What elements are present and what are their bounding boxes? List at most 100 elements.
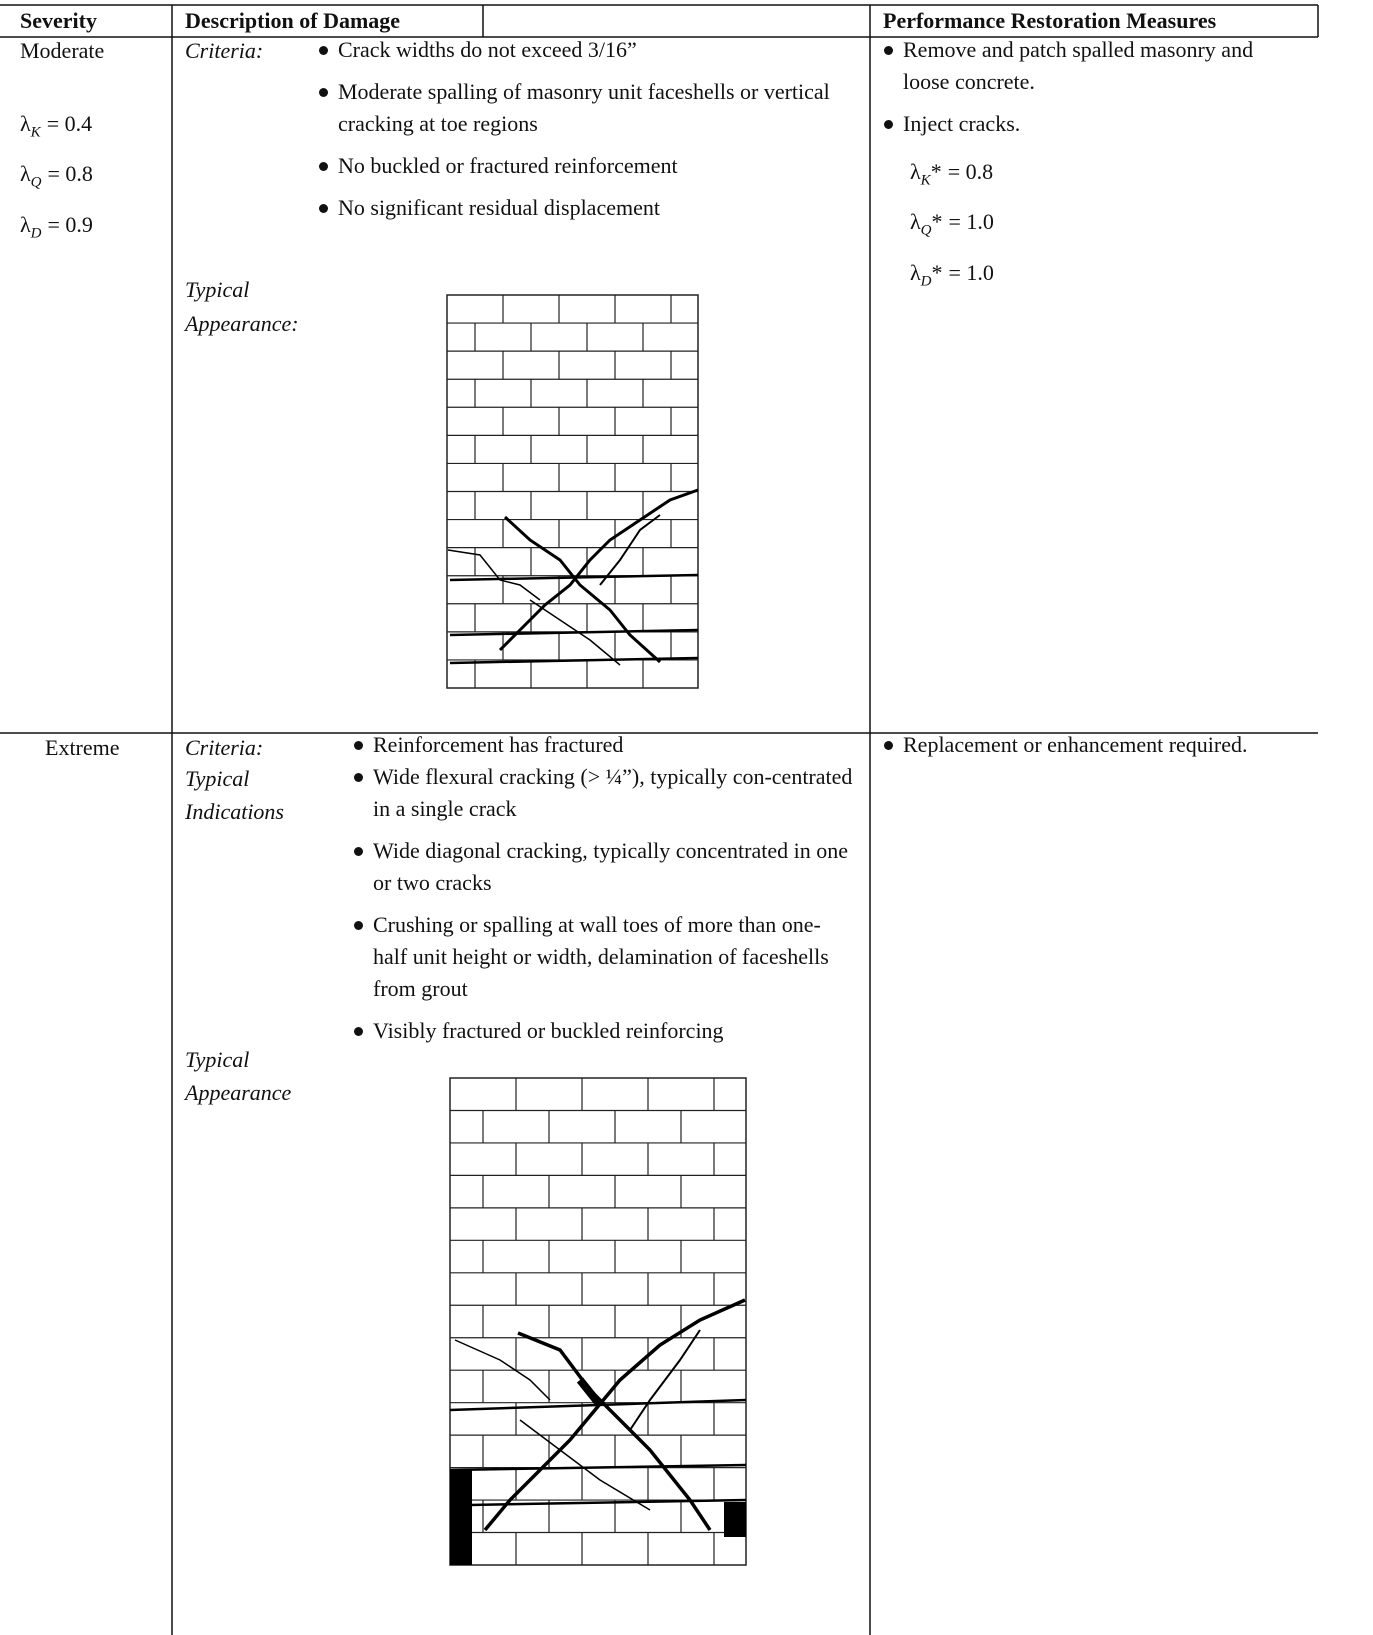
factor-value: = 0.8	[47, 161, 93, 187]
header-measures: Performance Restoration Measures	[883, 8, 1217, 33]
item-text: No buckled or fractured reinforcement	[338, 153, 678, 178]
factor-star: *	[930, 159, 942, 184]
factor-symbol: λ	[910, 209, 921, 235]
factor-value: = 1.0	[948, 259, 994, 285]
crack	[449, 1398, 747, 1412]
factor-subscript: Q	[920, 222, 932, 239]
crack	[449, 573, 699, 582]
list-item: Crushing or spalling at wall toes of mor…	[353, 909, 853, 1005]
crack	[599, 514, 661, 586]
factor: λD* = 1.0	[910, 252, 994, 302]
crack	[449, 628, 699, 637]
factor: λK = 0.4	[20, 103, 93, 153]
factor-symbol: λ	[20, 211, 31, 237]
factor-subscript: D	[30, 225, 42, 242]
factor-subscript: K	[30, 124, 41, 141]
factor-symbol: λ	[910, 159, 921, 184]
factor-star: *	[931, 259, 943, 285]
spalled-toe	[450, 1470, 472, 1565]
factor-value: = 1.0	[948, 209, 994, 235]
indications-label: Typical Indications	[185, 766, 284, 824]
bullet	[884, 120, 893, 129]
list-item: Wide flexural cracking (> ¼”), typically…	[353, 761, 853, 825]
header-description: Description of Damage	[185, 8, 401, 33]
factors: λK = 0.4 λQ = 0.8 λD = 0.9	[20, 103, 93, 254]
item-text: Crushing or spalling at wall toes of mor…	[373, 912, 829, 1001]
crack	[503, 515, 662, 664]
item-text: Visibly fractured or buckled reinforcing	[373, 1018, 724, 1043]
item-text: Reinforcement has fractured	[373, 732, 624, 757]
item-text: Inject cracks.	[903, 111, 1021, 136]
factor: λK* = 0.8	[910, 151, 994, 201]
bullet	[319, 88, 328, 97]
crack	[449, 1463, 747, 1472]
factor-star: *	[931, 209, 943, 235]
factor-subscript: D	[920, 273, 932, 290]
item-text: Wide diagonal cracking, typically concen…	[373, 838, 848, 895]
factor-symbol: λ	[910, 259, 921, 285]
bullet	[354, 847, 363, 856]
spalled-toe	[724, 1502, 746, 1537]
item-text: Remove and patch spalled masonry and loo…	[903, 37, 1254, 94]
bullet	[884, 46, 893, 55]
restored-factors: λK* = 0.8 λQ* = 1.0 λD* = 1.0	[910, 151, 994, 302]
factor-subscript: Q	[30, 174, 42, 191]
appearance-label: Typical Appearance:	[185, 277, 299, 336]
bullet	[354, 1027, 363, 1036]
criteria-list: Reinforcement has fractured Wide flexural…	[353, 729, 853, 1057]
crack	[629, 1329, 701, 1431]
crack	[529, 599, 621, 666]
measures-list: Replacement or enhancement required.	[883, 729, 1323, 771]
bullet	[319, 204, 328, 213]
crack	[519, 1419, 651, 1511]
wall-drawings	[446, 294, 747, 1566]
crack	[449, 656, 699, 665]
factor-symbol: λ	[20, 161, 31, 187]
item-text: Wide flexural cracking (> ¼”), typically…	[373, 764, 853, 821]
criteria-list: Crack widths do not exceed 3/16” Moderate…	[318, 34, 848, 234]
bullet	[354, 921, 363, 930]
bullet	[354, 773, 363, 782]
factor-value: = 0.8	[947, 159, 994, 184]
factor-subscript: K	[920, 172, 931, 189]
header-severity: Severity	[20, 8, 97, 33]
crack	[483, 1298, 746, 1532]
appearance-label: Typical Appearance	[185, 1047, 292, 1105]
list-item: Reinforcement has fractured	[353, 729, 853, 761]
factor: λD = 0.9	[20, 204, 93, 254]
factor: λQ = 0.8	[20, 153, 93, 203]
crack	[576, 1377, 604, 1408]
severity: Moderate	[20, 38, 105, 63]
factor-value: = 0.4	[46, 111, 93, 136]
list-item: Inject cracks.	[883, 108, 1283, 140]
severity: Extreme	[45, 735, 120, 760]
crack	[447, 549, 541, 601]
crack	[469, 1498, 747, 1507]
item-text: No significant residual displacement	[338, 195, 660, 220]
crack	[498, 488, 699, 652]
measures-list: Remove and patch spalled masonry and loo…	[883, 34, 1283, 150]
list-item: Moderate spalling of masonry unit facesh…	[318, 76, 848, 140]
wall-outline	[449, 1077, 747, 1566]
list-item: Visibly fractured or buckled reinforcing	[353, 1015, 853, 1047]
bullet	[354, 741, 363, 750]
list-item: Remove and patch spalled masonry and loo…	[883, 34, 1283, 98]
criteria-label: Criteria:	[185, 38, 264, 63]
item-text: Moderate spalling of masonry unit facesh…	[338, 79, 830, 136]
list-item: Crack widths do not exceed 3/16”	[318, 34, 848, 66]
criteria-label: Criteria:	[185, 735, 264, 760]
list-item: Wide diagonal cracking, typically concen…	[353, 835, 853, 899]
bullet	[884, 741, 893, 750]
factor-symbol: λ	[20, 111, 31, 136]
bullet	[319, 162, 328, 171]
list-item: No significant residual displacement	[318, 192, 848, 224]
factor: λQ* = 1.0	[910, 201, 994, 251]
item-text: Replacement or enhancement required.	[903, 732, 1248, 757]
item-text: Crack widths do not exceed 3/16”	[338, 37, 637, 62]
bullet	[319, 46, 328, 55]
list-item: No buckled or fractured reinforcement	[318, 150, 848, 182]
factor-value: = 0.9	[47, 211, 93, 237]
list-item: Replacement or enhancement required.	[883, 729, 1323, 761]
